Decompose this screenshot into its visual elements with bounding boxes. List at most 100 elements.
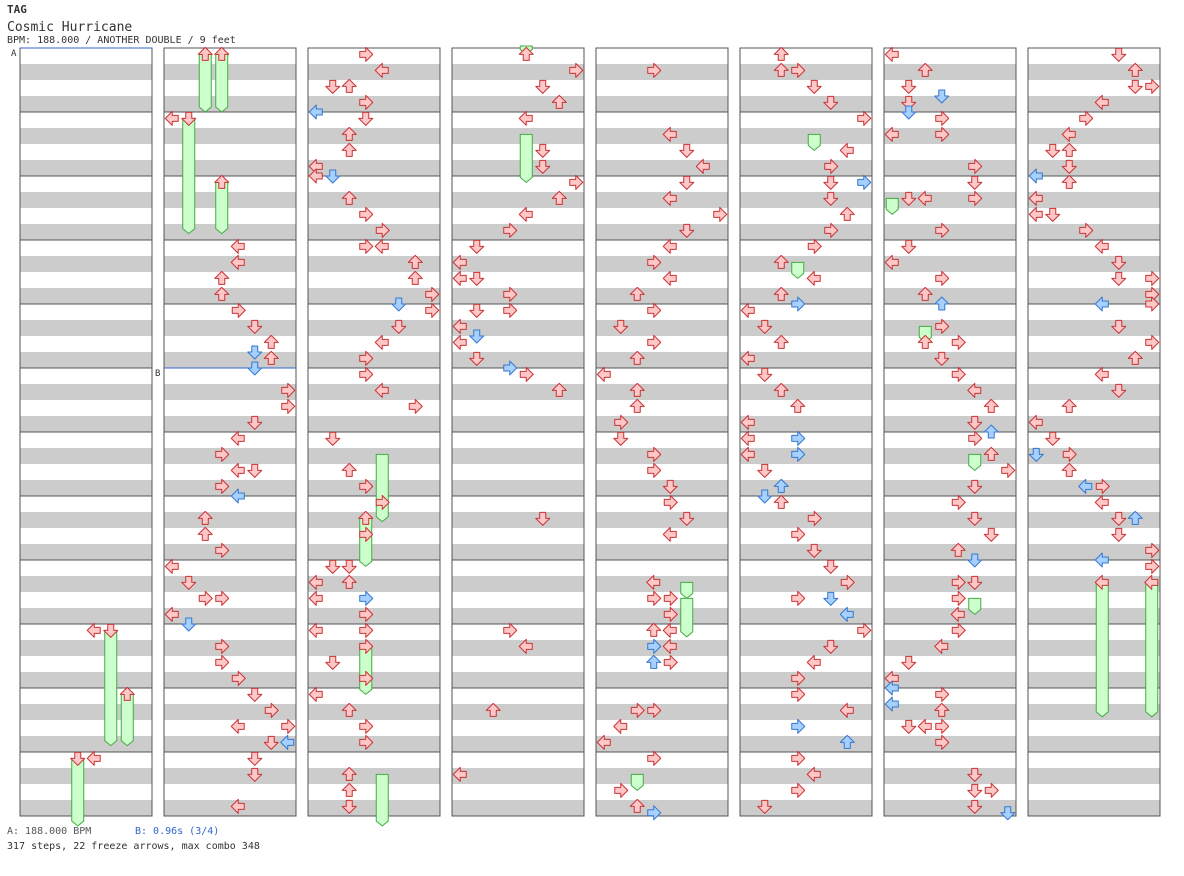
step-arrow-up [629, 398, 645, 413]
step-arrow-down [901, 719, 917, 734]
beat-band [164, 576, 296, 592]
step-arrow-down [391, 319, 407, 334]
step-arrow-down [613, 319, 629, 334]
beat-band [884, 576, 1016, 592]
beat-band [884, 416, 1016, 432]
beat-band [164, 288, 296, 304]
beat-band [884, 256, 1016, 272]
beat-band [1028, 736, 1160, 752]
step-arrow-down [679, 143, 695, 158]
freeze-arrow [198, 53, 212, 113]
step-arrow-right [503, 302, 518, 318]
beat-band [740, 192, 872, 208]
step-arrow-right [807, 510, 822, 526]
step-arrow-left [662, 622, 677, 638]
step-arrow-left [452, 254, 467, 270]
step-arrow-right [951, 574, 966, 590]
step-arrow-down [247, 687, 263, 702]
step-arrow-left [374, 238, 389, 254]
step-arrow-right [359, 526, 374, 542]
step-arrow-down [967, 511, 983, 526]
beat-band [452, 768, 584, 784]
step-arrow-right [630, 702, 645, 718]
step-arrow-right [791, 526, 806, 542]
step-arrow-right [935, 686, 950, 702]
beat-band [596, 608, 728, 624]
step-arrow-down [823, 591, 839, 606]
beat-band [308, 64, 440, 80]
chart-column [307, 47, 441, 817]
step-arrow-down [535, 159, 551, 174]
step-arrow-left [308, 168, 323, 184]
step-arrow-up [629, 350, 645, 365]
step-arrow-right [935, 270, 950, 286]
step-arrow-up [341, 142, 357, 157]
step-arrow-right [231, 670, 246, 686]
step-arrow-down [662, 479, 678, 494]
step-arrow-right [503, 286, 518, 302]
step-arrow-up [263, 350, 279, 365]
beat-band [884, 704, 1016, 720]
beat-band [452, 672, 584, 688]
step-arrow-down [1111, 383, 1127, 398]
step-arrow-up [214, 174, 230, 189]
step-arrow-up [773, 478, 789, 493]
step-arrow-right [791, 430, 806, 446]
beat-band [20, 512, 152, 528]
step-arrow-down [1127, 79, 1143, 94]
beat-band [1028, 512, 1160, 528]
step-arrow-down [967, 767, 983, 782]
beat-band [20, 576, 152, 592]
freeze-arrow [120, 693, 134, 747]
beat-band [1028, 800, 1160, 816]
step-arrow-up [1061, 398, 1077, 413]
beat-band [1028, 64, 1160, 80]
chart-column [163, 47, 297, 817]
step-arrow-right [1145, 334, 1160, 350]
step-arrow-right [1095, 478, 1110, 494]
step-arrow-right [663, 590, 678, 606]
step-arrow-left [374, 334, 389, 350]
step-arrow-right [359, 46, 374, 62]
beat-band [740, 704, 872, 720]
step-arrow-left [86, 750, 101, 766]
beat-band [740, 512, 872, 528]
beat-band [308, 480, 440, 496]
beat-band [452, 608, 584, 624]
step-arrow-down [1111, 319, 1127, 334]
beat-band [596, 96, 728, 112]
beat-band [164, 800, 296, 816]
beat-band [20, 128, 152, 144]
step-arrow-down [469, 271, 485, 286]
chart-column [595, 47, 729, 817]
step-arrow-left [86, 622, 101, 638]
beat-band [164, 256, 296, 272]
step-arrow-up [551, 382, 567, 397]
step-arrow-down [1061, 159, 1077, 174]
step-arrow-left [1094, 94, 1109, 110]
step-arrow-up [197, 526, 213, 541]
beat-band [20, 704, 152, 720]
step-arrow-left [839, 606, 854, 622]
step-arrow-right [935, 718, 950, 734]
step-arrow-right [281, 718, 296, 734]
step-arrow-right [968, 190, 983, 206]
beat-band [1028, 576, 1160, 592]
beat-band [452, 192, 584, 208]
step-arrow-up [790, 398, 806, 413]
step-arrow-right [1145, 270, 1160, 286]
step-arrow-right [663, 606, 678, 622]
step-arrow-right [359, 478, 374, 494]
beat-band [596, 672, 728, 688]
beat-band [1028, 96, 1160, 112]
beat-band [596, 640, 728, 656]
step-arrow-right [935, 110, 950, 126]
step-arrow-left [884, 696, 899, 712]
step-arrow-up [551, 190, 567, 205]
beat-band [1028, 704, 1160, 720]
beat-band [452, 96, 584, 112]
step-arrow-down [901, 655, 917, 670]
step-arrow-right [503, 622, 518, 638]
beat-band [884, 640, 1016, 656]
beat-band [884, 448, 1016, 464]
